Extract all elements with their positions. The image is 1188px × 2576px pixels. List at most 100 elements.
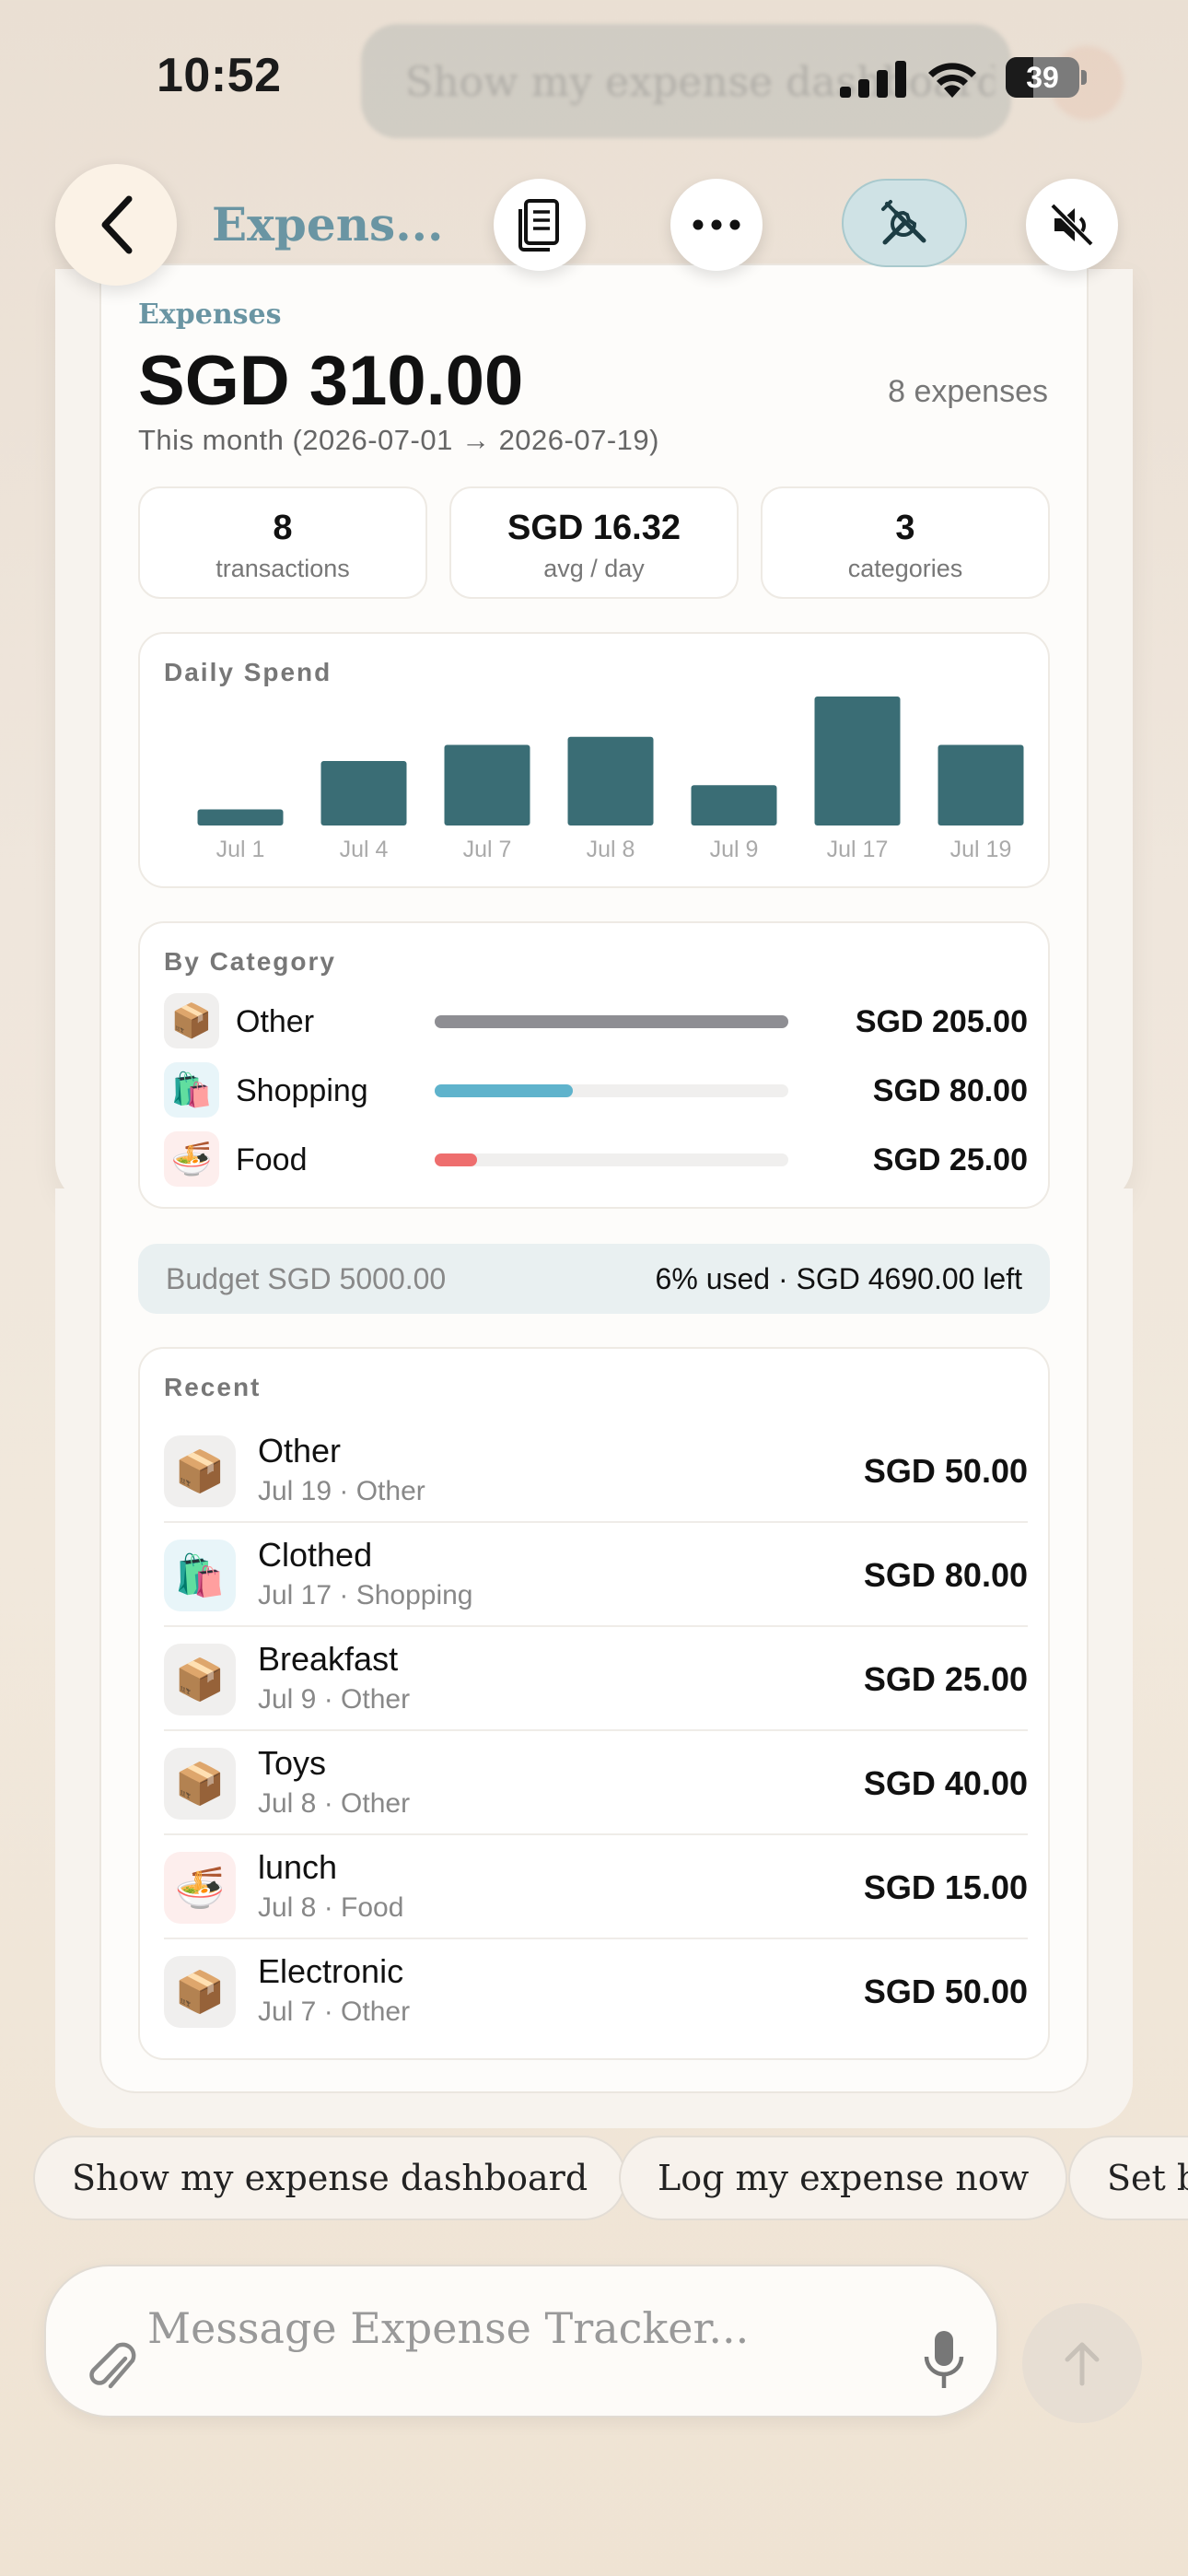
expense-amount: SGD 50.00 — [863, 1452, 1028, 1490]
ghost-prompt-bubble: Show my expense dashboard — [361, 24, 1011, 138]
recent-expense-row[interactable]: 📦 Breakfast Jul 9 · Other SGD 25.00 — [164, 1627, 1028, 1731]
category-bar-track — [435, 1084, 788, 1097]
tools-icon — [881, 200, 926, 245]
speaker-muted-icon — [1050, 203, 1094, 247]
category-bar-fill — [435, 1084, 573, 1097]
daily-spend-section: Daily Spend Jul 1 Jul 4 Jul 7 Jul 8 Jul 9 Jul… — [138, 632, 1050, 888]
spend-tick-label: Jul 19 — [950, 837, 1012, 862]
expense-amount: SGD 25.00 — [863, 1660, 1028, 1698]
mute-button[interactable] — [1026, 179, 1118, 271]
cellular-signal-icon — [840, 61, 906, 98]
message-placeholder: Message Expense Tracker... — [147, 2303, 750, 2353]
ghost-prompt-text: Show my expense dashboard — [405, 59, 995, 106]
spend-tick-label: Jul 7 — [463, 837, 512, 862]
expense-name: Other — [258, 1432, 342, 1469]
category-amount: SGD 205.00 — [855, 1004, 1028, 1039]
category-bar-fill — [435, 1015, 788, 1028]
recent-expense-row[interactable]: 🛍️ Clothed Jul 17 · Shopping SGD 80.00 — [164, 1523, 1028, 1627]
package-icon: 📦 — [164, 1644, 236, 1715]
shopping-bags-icon: 🛍️ — [164, 1540, 236, 1611]
spend-bar — [444, 744, 530, 825]
suggestion-chip-dashboard[interactable]: Show my expense dashboard — [33, 2136, 627, 2220]
wifi-icon — [928, 63, 976, 98]
category-name: Other — [236, 1004, 315, 1039]
spend-bar — [938, 744, 1024, 825]
category-amount: SGD 25.00 — [872, 1142, 1028, 1177]
recent-title: Recent — [164, 1373, 262, 1401]
status-time: 10:52 — [157, 49, 282, 102]
stat-categories: 3 categories — [761, 486, 1050, 599]
more-dots-icon — [693, 219, 740, 230]
expense-amount: SGD 80.00 — [863, 1556, 1028, 1594]
noodle-bowl-icon: 🍜 — [164, 1852, 236, 1924]
expense-name: lunch — [258, 1848, 338, 1886]
stat-label: transactions — [215, 555, 350, 582]
recent-expense-row[interactable]: 🍜 lunch Jul 8 · Food SGD 15.00 — [164, 1835, 1028, 1939]
budget-bar: Budget SGD 5000.00 6% used · SGD 4690.00… — [138, 1244, 1050, 1314]
spend-bar — [691, 785, 777, 825]
budget-total: Budget SGD 5000.00 — [166, 1262, 447, 1295]
category-bar-track — [435, 1015, 788, 1028]
total-amount: SGD 310.00 — [138, 342, 524, 420]
recent-expense-row[interactable]: 📦 Other Jul 19 · Other SGD 50.00 — [164, 1419, 1028, 1523]
recent-expense-row[interactable]: 📦 Electronic Jul 7 · Other SGD 50.00 — [164, 1939, 1028, 2043]
nav-title[interactable]: Expens... — [212, 197, 444, 252]
microphone-icon[interactable] — [921, 2327, 967, 2394]
budget-usage: 6% used · SGD 4690.00 left — [655, 1262, 1022, 1295]
expense-meta: Jul 17 · Shopping — [258, 1580, 473, 1610]
expense-amount: SGD 15.00 — [863, 1868, 1028, 1906]
chevron-left-icon — [101, 195, 133, 254]
daily-spend-chart: Jul 1 Jul 4 Jul 7 Jul 8 Jul 9 Jul 17 Jul 19 — [197, 697, 1024, 862]
expense-name: Clothed — [258, 1536, 373, 1574]
category-name: Shopping — [236, 1073, 368, 1108]
category-bar-track — [435, 1153, 788, 1166]
expense-meta: Jul 9 · Other — [258, 1684, 411, 1715]
expense-meta: Jul 8 · Other — [258, 1788, 411, 1819]
battery-tip — [1081, 70, 1087, 85]
category-row-other: 📦 Other SGD 205.00 — [164, 993, 1028, 1048]
package-icon: 📦 — [164, 1435, 236, 1507]
period-label: This month (2026-07-01 → 2026-07-19) — [138, 424, 659, 456]
spend-bar — [320, 761, 407, 825]
stat-avg-per-day: SGD 16.32 avg / day — [449, 486, 739, 599]
battery-level: 39 — [1026, 61, 1059, 94]
document-icon — [518, 199, 559, 252]
suggestion-chip-set-budget[interactable]: Set b — [1068, 2136, 1188, 2220]
stat-label: categories — [847, 555, 963, 582]
category-amount: SGD 80.00 — [872, 1073, 1028, 1108]
shopping-bags-icon: 🛍️ — [164, 1062, 219, 1118]
daily-spend-title: Daily Spend — [164, 658, 332, 686]
stat-value: 8 — [273, 509, 293, 547]
send-button[interactable] — [1022, 2303, 1142, 2423]
message-input[interactable] — [44, 2265, 998, 2418]
recent-section: Recent 📦 Other Jul 19 · Other SGD 50.00 🛍️ Cl… — [138, 1347, 1050, 2060]
spend-bar — [814, 697, 901, 825]
spend-bar — [197, 809, 284, 825]
expense-name: Toys — [258, 1744, 327, 1782]
package-icon: 📦 — [164, 1748, 236, 1820]
spend-tick-label: Jul 1 — [216, 837, 265, 862]
category-name: Food — [236, 1142, 308, 1177]
spend-tick-label: Jul 8 — [587, 837, 635, 862]
expense-count: 8 expenses — [888, 374, 1048, 409]
expenses-label: Expenses — [138, 299, 282, 331]
expense-name: Breakfast — [258, 1640, 399, 1678]
expense-meta: Jul 19 · Other — [258, 1476, 425, 1506]
more-button[interactable] — [670, 179, 763, 271]
package-icon: 📦 — [164, 993, 219, 1048]
recent-expense-row[interactable]: 📦 Toys Jul 8 · Other SGD 40.00 — [164, 1731, 1028, 1835]
spend-bar — [567, 736, 654, 825]
suggestion-chip-log-expense[interactable]: Log my expense now — [619, 2136, 1068, 2220]
stat-value: SGD 16.32 — [507, 509, 681, 547]
back-button[interactable] — [55, 164, 177, 286]
spend-tick-label: Jul 9 — [710, 837, 759, 862]
document-button[interactable] — [494, 179, 586, 271]
arrow-up-icon — [1065, 2342, 1100, 2386]
paperclip-icon[interactable] — [85, 2336, 140, 2397]
by-category-section: By Category 📦 Other SGD 205.00 🛍️ Shopping SG… — [138, 921, 1050, 1209]
package-icon: 📦 — [164, 1956, 236, 2028]
category-row-shopping: 🛍️ Shopping SGD 80.00 — [164, 1062, 1028, 1118]
battery-icon: 39 — [1006, 57, 1079, 98]
category-row-food: 🍜 Food SGD 25.00 — [164, 1131, 1028, 1187]
tools-button[interactable] — [842, 179, 967, 267]
